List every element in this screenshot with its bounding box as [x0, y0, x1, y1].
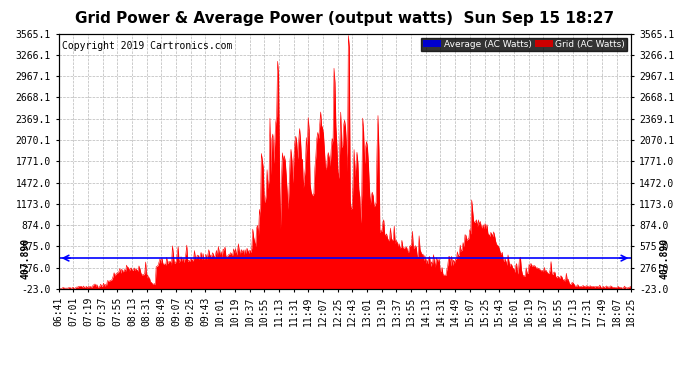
Text: Copyright 2019 Cartronics.com: Copyright 2019 Cartronics.com — [61, 41, 232, 51]
Text: 407.890: 407.890 — [660, 238, 669, 279]
Text: Grid Power & Average Power (output watts)  Sun Sep 15 18:27: Grid Power & Average Power (output watts… — [75, 11, 615, 26]
Legend: Average (AC Watts), Grid (AC Watts): Average (AC Watts), Grid (AC Watts) — [422, 38, 627, 51]
Text: 407.890: 407.890 — [21, 238, 30, 279]
